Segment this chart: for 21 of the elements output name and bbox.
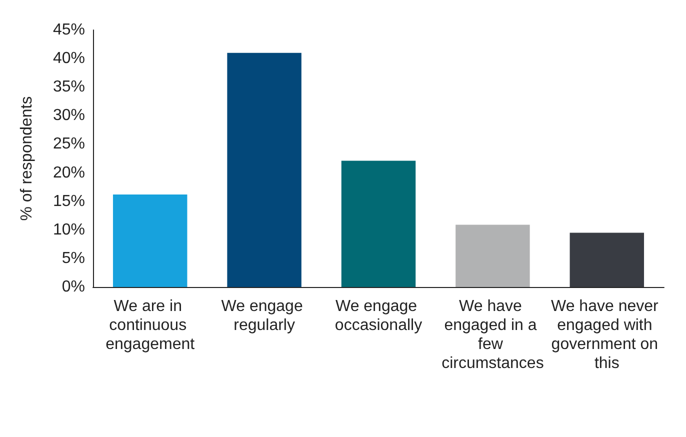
- y-axis-title: % of respondents: [18, 96, 36, 221]
- y-tick-label: 35%: [52, 78, 85, 96]
- bar: [341, 160, 416, 287]
- x-tick-label: We engage occasionally: [334, 298, 422, 334]
- x-tick-label: We have engaged in a few circumstances: [442, 298, 544, 372]
- x-tick-label: We are in continuous engagement: [106, 298, 196, 353]
- bar: [456, 224, 530, 287]
- y-tick-label: 20%: [52, 164, 85, 182]
- y-tick-label: 30%: [52, 107, 85, 124]
- x-tick-label: We engage regularly: [221, 298, 308, 334]
- y-tick-label: 45%: [52, 22, 85, 38]
- y-tick-label: 5%: [62, 250, 85, 267]
- bar: [112, 194, 188, 287]
- bar: [570, 232, 644, 287]
- bar: [227, 52, 302, 287]
- y-tick-label: 15%: [52, 192, 85, 210]
- y-tick-label: 0%: [62, 278, 85, 296]
- x-tick-label: We have never engaged with government on this: [551, 298, 663, 372]
- y-tick-label: 40%: [52, 50, 85, 68]
- y-tick-label: 25%: [52, 136, 85, 153]
- y-tick-label: 10%: [52, 221, 85, 238]
